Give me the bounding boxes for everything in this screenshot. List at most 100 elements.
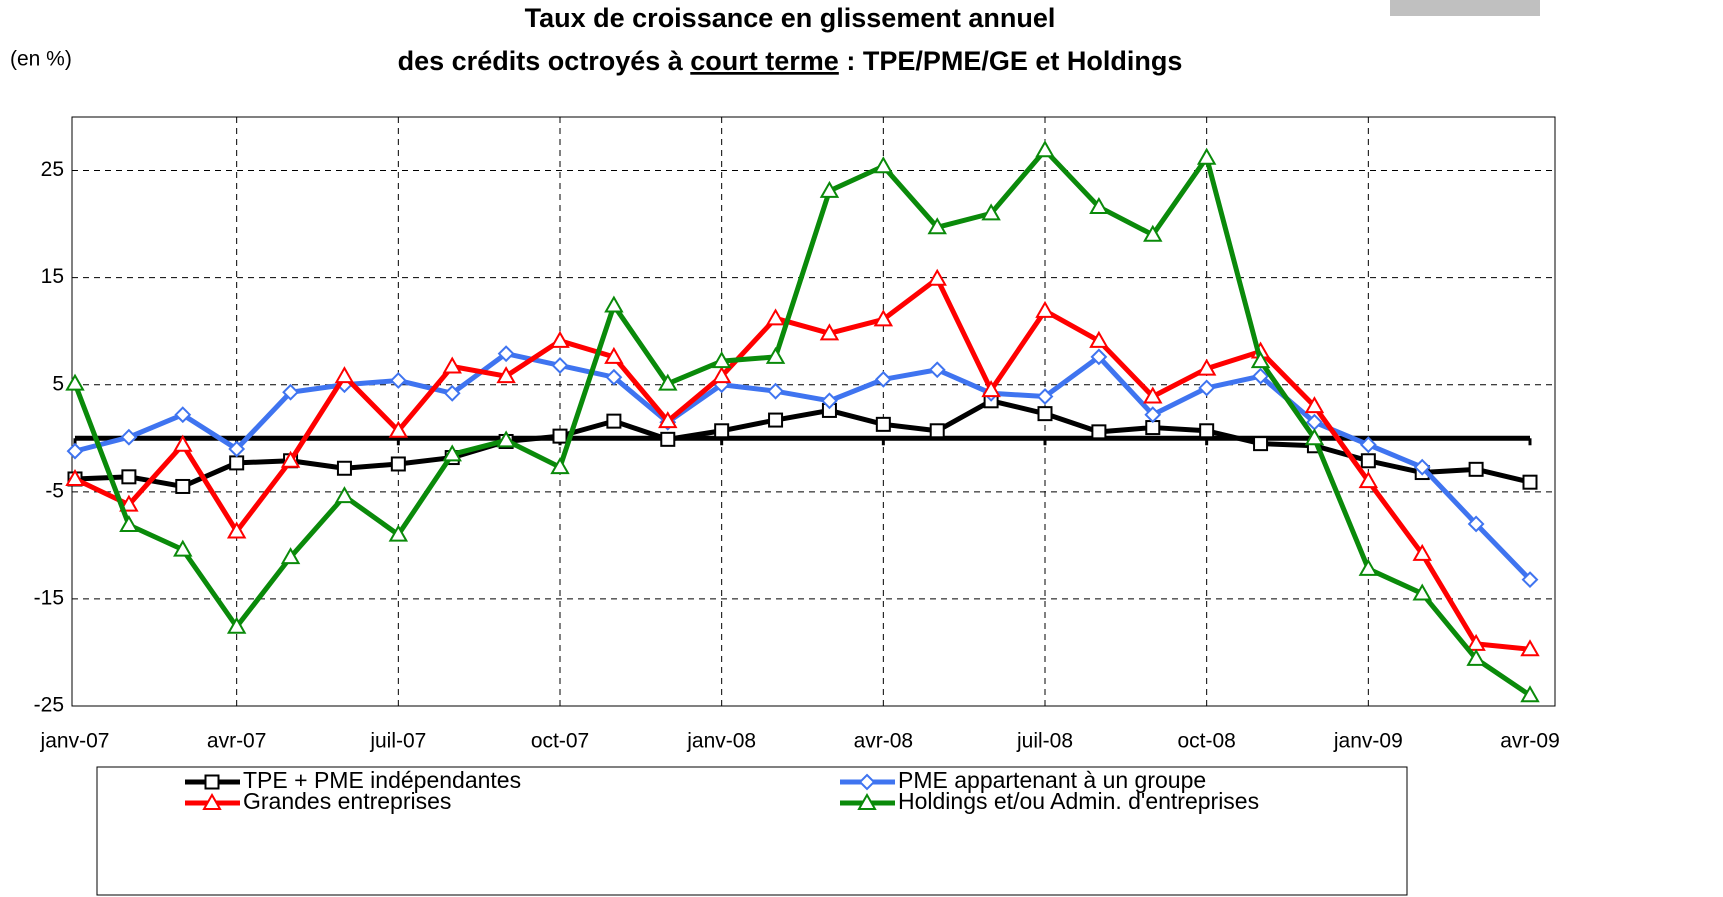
marker: [1467, 515, 1485, 533]
marker: [1520, 685, 1540, 703]
x-tick-label: juil-08: [1016, 730, 1073, 753]
marker: [765, 346, 786, 364]
marker: [121, 469, 137, 485]
marker: [874, 370, 892, 388]
marker: [119, 494, 139, 512]
marker: [443, 384, 461, 402]
marker: [929, 423, 945, 439]
marker: [1036, 388, 1054, 405]
marker: [65, 468, 85, 486]
marker: [604, 295, 624, 313]
marker: [927, 268, 947, 286]
marker: [336, 460, 352, 476]
marker: [173, 539, 193, 557]
x-tick-label: oct-07: [531, 730, 589, 753]
marker: [875, 416, 891, 432]
marker: [228, 440, 246, 458]
marker: [389, 372, 407, 389]
marker: [1090, 348, 1108, 366]
legend-label: PME appartenant à un groupe: [898, 767, 1206, 793]
marker: [1199, 423, 1215, 439]
marker: [390, 456, 406, 472]
legend-label: Grandes entreprises: [243, 788, 451, 814]
marker: [711, 366, 732, 384]
marker: [334, 366, 355, 384]
y-tick-label: -5: [45, 479, 64, 502]
marker: [1198, 379, 1216, 397]
legend-marker: [204, 774, 220, 790]
marker: [229, 455, 245, 471]
y-tick-label: 25: [41, 158, 64, 181]
marker: [1359, 436, 1377, 454]
y-tick-label: -25: [34, 694, 64, 717]
marker: [1037, 406, 1053, 422]
legend-marker: [858, 773, 876, 791]
marker: [928, 361, 946, 379]
marker: [658, 373, 678, 391]
marker: [173, 434, 193, 452]
marker: [550, 457, 570, 475]
marker: [819, 180, 840, 198]
marker: [280, 547, 301, 565]
x-tick-label: oct-08: [1177, 730, 1235, 753]
marker: [552, 428, 568, 444]
marker: [1360, 453, 1376, 469]
title-part: : TPE/PME/GE et Holdings: [839, 46, 1183, 76]
marker: [1143, 386, 1163, 404]
series-line: [72, 147, 1532, 698]
marker: [174, 406, 192, 424]
marker: [1412, 583, 1432, 601]
y-tick-label: 5: [52, 372, 64, 395]
marker: [1468, 461, 1484, 477]
marker: [1196, 358, 1217, 376]
title-part: court terme: [690, 46, 839, 76]
marker: [1358, 558, 1379, 576]
marker: [1035, 300, 1055, 318]
x-tick-label: avr-08: [854, 730, 914, 753]
marker: [605, 368, 623, 386]
marker: [280, 450, 301, 468]
marker: [767, 382, 784, 400]
legend-marker: [202, 792, 222, 810]
legend: [96, 766, 1408, 896]
y-tick-label: -15: [34, 586, 64, 609]
marker: [711, 351, 732, 369]
marker: [604, 346, 624, 364]
x-tick-label: avr-09: [1500, 730, 1560, 753]
marker: [1089, 330, 1109, 348]
marker: [658, 411, 678, 429]
marker: [66, 442, 84, 460]
marker: [1091, 424, 1107, 440]
marker: [120, 428, 138, 446]
marker: [927, 217, 947, 235]
marker: [1089, 196, 1109, 214]
marker: [765, 308, 786, 326]
chart-title: des crédits octroyés à court terme : TPE…: [398, 46, 1183, 76]
series-line: [74, 398, 1531, 489]
marker: [1250, 351, 1271, 369]
marker: [1196, 147, 1217, 165]
marker: [1252, 367, 1269, 385]
marker: [1035, 140, 1055, 158]
series-line: [73, 276, 1531, 652]
marker: [1466, 648, 1486, 666]
marker: [226, 521, 247, 539]
marker: [873, 156, 894, 174]
marker: [981, 203, 1001, 221]
marker: [1144, 406, 1162, 424]
marker: [819, 323, 840, 341]
marker: [497, 345, 515, 363]
marker: [1412, 543, 1432, 561]
y-tick-label: 15: [41, 265, 64, 288]
x-tick-label: juil-07: [369, 730, 426, 753]
marker: [119, 515, 139, 533]
marker: [606, 413, 622, 429]
y-axis-label: (en %): [10, 48, 72, 71]
marker: [1521, 571, 1539, 589]
marker: [768, 412, 784, 428]
x-tick-label: avr-07: [207, 730, 267, 753]
legend-label: TPE + PME indépendantes: [243, 767, 521, 793]
marker: [1304, 396, 1325, 414]
marker: [551, 357, 569, 374]
